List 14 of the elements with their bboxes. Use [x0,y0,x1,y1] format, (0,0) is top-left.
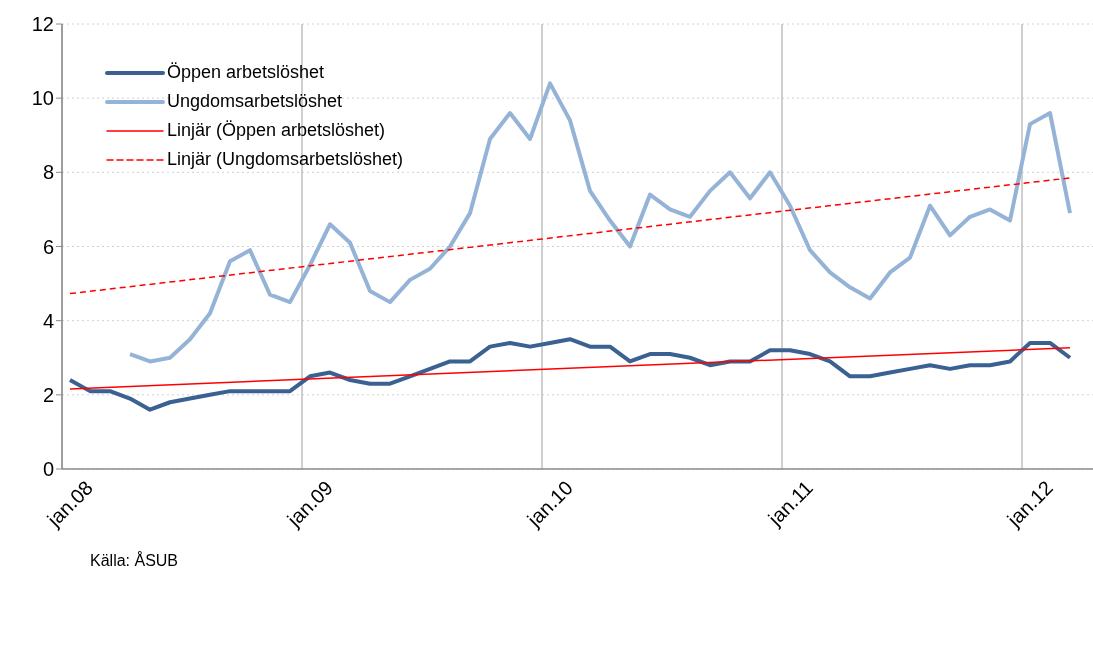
y-tick-label: 10 [31,87,54,110]
y-tick-label: 2 [42,383,54,406]
y-tick-label: 8 [42,161,54,184]
line-series [128,81,1072,364]
y-tick-label: 12 [31,13,54,36]
text: Källa: ÅSUB [90,552,179,570]
y-tick-label: 6 [42,235,54,258]
legend-label: Linjär (Ungdomsarbetslöshet) [167,148,404,171]
legend-label: Ungdomsarbetslöshet [167,90,343,113]
legend-label: Öppen arbetslöshet [167,61,325,84]
y-tick-label: 0 [42,458,54,481]
y-tick-label: 4 [42,309,54,332]
line-series [68,337,1072,412]
legend-label: Linjär (Öppen arbetslöshet) [167,119,386,142]
